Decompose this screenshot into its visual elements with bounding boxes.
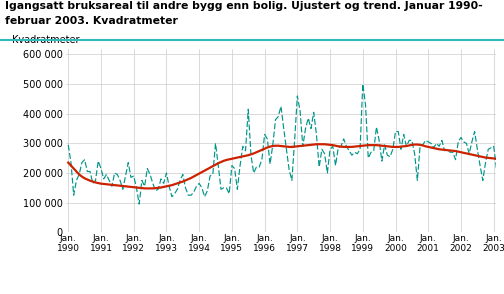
Text: februar 2003. Kvadratmeter: februar 2003. Kvadratmeter <box>5 16 178 26</box>
Text: Kvadratmeter: Kvadratmeter <box>12 35 79 45</box>
Text: Igangsatt bruksareal til andre bygg enn bolig. Ujustert og trend. Januar 1990-: Igangsatt bruksareal til andre bygg enn … <box>5 1 483 11</box>
